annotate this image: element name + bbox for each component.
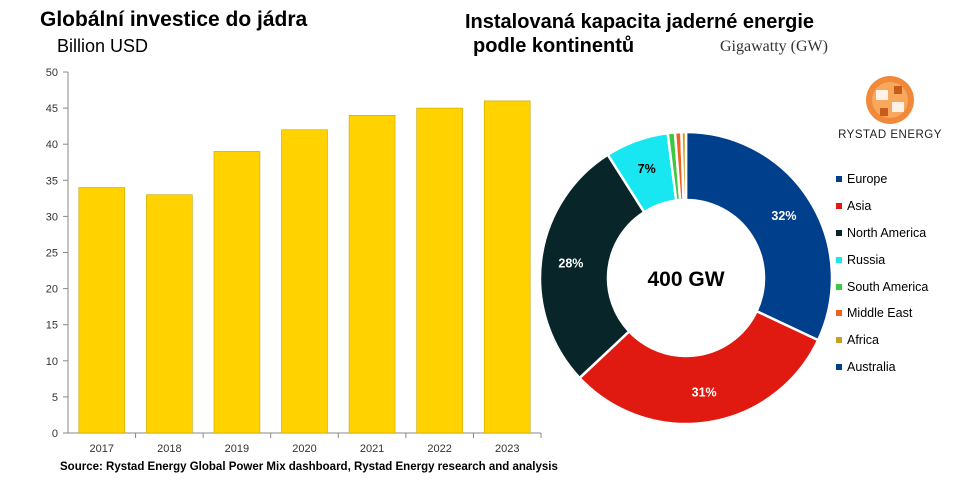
donut-legend: Europe Asia North America Russia South Ameri… <box>836 166 928 380</box>
bar-2020 <box>281 129 328 434</box>
donut-chart: 32% 31% 28% 7% 400 GW <box>538 130 834 426</box>
y-tick-label: 50 <box>46 67 58 79</box>
bar-2017 <box>78 187 126 434</box>
legend-item-russia: Russia <box>836 246 928 273</box>
legend-item-north-america: North America <box>836 220 928 247</box>
slice-europe <box>684 130 834 342</box>
slice-label-europe: 32% <box>771 209 796 223</box>
legend-item-africa: Africa <box>836 327 928 354</box>
donut-chart-unit: Gigawatty (GW) <box>720 38 828 55</box>
y-tick-label: 0 <box>52 428 58 440</box>
legend-swatch <box>836 283 842 290</box>
y-tick-label: 10 <box>46 356 58 368</box>
x-tick-label: 2021 <box>360 443 384 455</box>
bar-chart-unit: Billion USD <box>57 36 149 56</box>
legend-label: Russia <box>847 252 886 267</box>
y-tick-label: 15 <box>46 320 58 332</box>
bar-chart: 0 5 10 15 20 25 30 35 40 45 50 2017 2018 2019 2020 2021… <box>46 67 542 455</box>
slice-label-russia: 7% <box>638 162 656 176</box>
y-tick-label: 5 <box>52 392 58 404</box>
y-tick-label: 35 <box>46 175 58 187</box>
x-tick-label: 2019 <box>225 443 249 455</box>
donut-center-label: 400 GW <box>647 268 724 291</box>
bar-2018 <box>146 194 193 434</box>
x-tick-label: 2017 <box>90 443 114 455</box>
legend-label: Africa <box>847 333 879 348</box>
slice-label-north-america: 28% <box>558 256 583 270</box>
bar-2019 <box>213 151 261 434</box>
legend-swatch <box>836 176 842 183</box>
slice-north-america <box>538 153 646 380</box>
y-tick-label: 45 <box>46 103 58 115</box>
legend-swatch <box>836 310 842 317</box>
legend-swatch <box>836 363 842 370</box>
legend-label: North America <box>847 225 927 240</box>
donut-title-line-2: podle kontinentů <box>473 35 635 57</box>
x-tick-label: 2023 <box>495 443 519 455</box>
x-tick-label: 2018 <box>157 443 181 455</box>
bar-2022 <box>416 107 463 434</box>
x-tick-label: 2020 <box>292 443 316 455</box>
donut-chart-title: Instalovaná kapacita jaderné energie podl… <box>465 10 925 58</box>
y-tick-label: 25 <box>46 248 58 260</box>
rystad-logo-icon <box>866 76 914 124</box>
y-tick-label: 30 <box>46 211 58 223</box>
bar-chart-title: Globální investice do jádra <box>40 8 308 31</box>
slice-asia <box>577 309 820 426</box>
y-tick-label: 40 <box>46 139 58 151</box>
legend-label: Asia <box>847 199 872 214</box>
legend-item-asia: Asia <box>836 193 928 220</box>
bar-plot-area: 0 5 10 15 20 25 30 35 40 45 50 2017 2018 2019 2020 2021… <box>46 67 542 455</box>
legend-label: Europe <box>847 172 888 187</box>
bar-2021 <box>348 115 396 434</box>
legend-item-south-america: South America <box>836 273 928 300</box>
donut-title-line-1: Instalovaná kapacita jaderné energie <box>465 11 815 33</box>
x-tick-label: 2022 <box>427 443 451 455</box>
bar-2023 <box>483 100 531 434</box>
legend-label: South America <box>847 279 929 294</box>
legend-swatch <box>836 203 842 210</box>
logo-text: RYSTAD ENERGY <box>838 129 942 141</box>
legend-swatch <box>836 256 842 263</box>
slice-africa <box>680 130 688 202</box>
source-note: Source: Rystad Energy Global Power Mix d… <box>60 461 558 473</box>
legend-item-middle-east: Middle East <box>836 300 928 327</box>
legend-swatch <box>836 337 842 344</box>
legend-label: Australia <box>847 359 896 374</box>
slice-label-asia: 31% <box>692 386 717 400</box>
y-tick-label: 20 <box>46 284 58 296</box>
legend-label: Middle East <box>847 306 913 321</box>
legend-swatch <box>836 229 842 236</box>
legend-item-australia: Australia <box>836 354 928 381</box>
legend-item-europe: Europe <box>836 166 928 193</box>
